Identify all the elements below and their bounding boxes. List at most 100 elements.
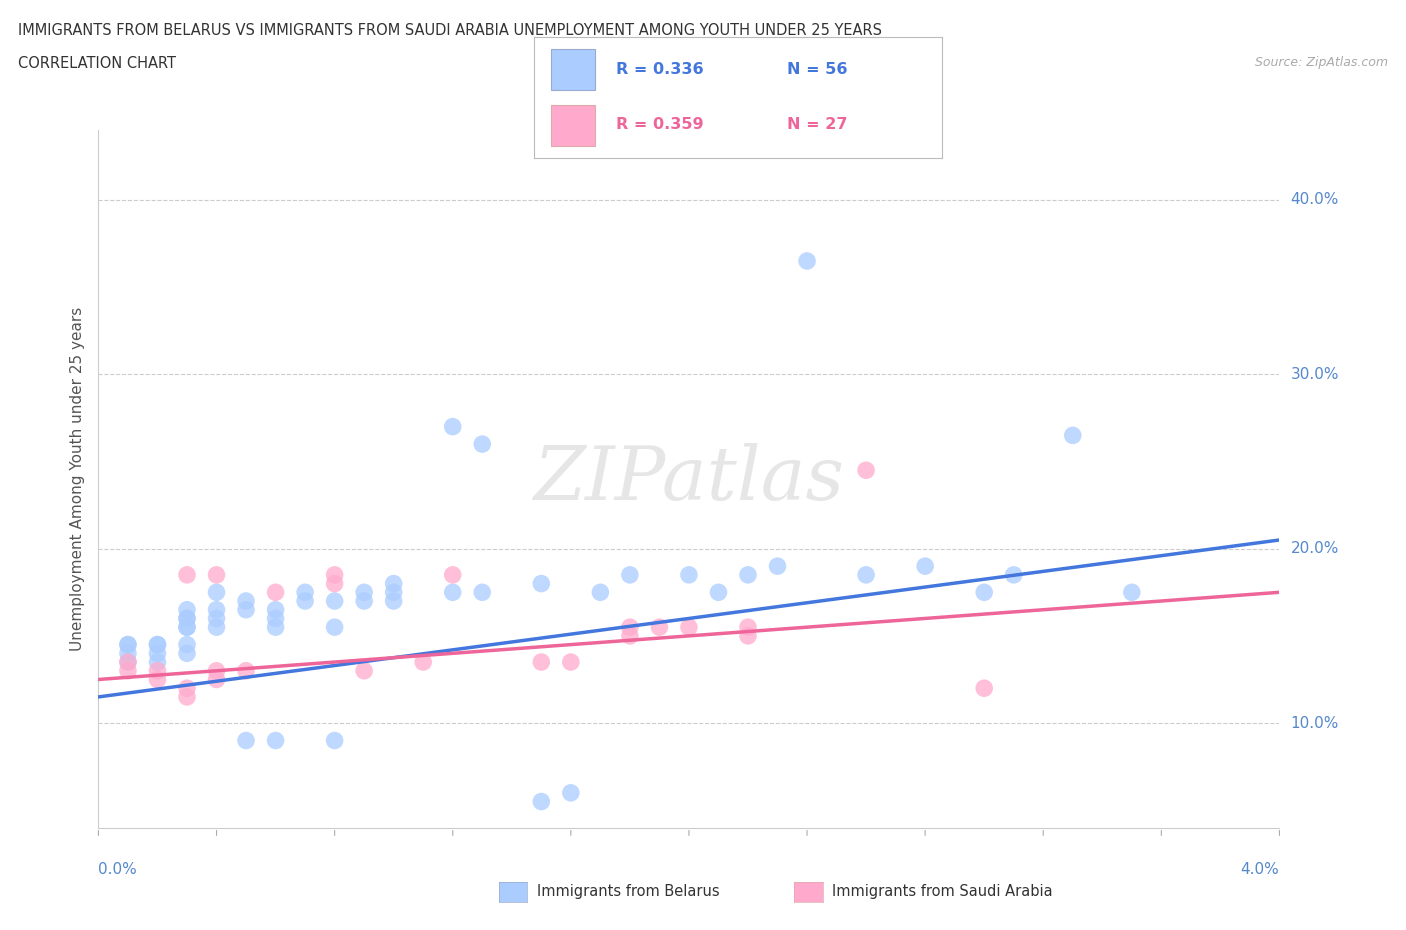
- Text: N = 56: N = 56: [787, 62, 848, 77]
- Point: [914, 559, 936, 574]
- Point: [117, 637, 139, 652]
- Point: [205, 619, 228, 634]
- Point: [323, 733, 346, 748]
- Point: [855, 567, 877, 582]
- Point: [323, 577, 346, 591]
- Point: [382, 577, 405, 591]
- Point: [176, 603, 198, 618]
- Text: 0.0%: 0.0%: [98, 862, 138, 877]
- Bar: [551, 49, 596, 90]
- Point: [205, 567, 228, 582]
- Point: [353, 593, 375, 608]
- Point: [973, 585, 995, 600]
- Point: [117, 645, 139, 660]
- Point: [146, 655, 169, 670]
- Point: [441, 585, 464, 600]
- Point: [205, 663, 228, 678]
- Point: [264, 611, 287, 626]
- Point: [678, 619, 700, 634]
- Point: [1121, 585, 1143, 600]
- Point: [117, 637, 139, 652]
- Point: [264, 733, 287, 748]
- Point: [117, 655, 139, 670]
- Point: [235, 733, 257, 748]
- Point: [855, 463, 877, 478]
- Text: Source: ZipAtlas.com: Source: ZipAtlas.com: [1254, 56, 1388, 69]
- Text: Immigrants from Belarus: Immigrants from Belarus: [537, 884, 720, 899]
- Point: [737, 567, 759, 582]
- Text: R = 0.359: R = 0.359: [616, 117, 703, 132]
- Point: [323, 593, 346, 608]
- Text: ZIPatlas: ZIPatlas: [533, 443, 845, 515]
- Point: [678, 567, 700, 582]
- Point: [973, 681, 995, 696]
- Point: [560, 785, 582, 800]
- Point: [619, 629, 641, 644]
- Point: [264, 619, 287, 634]
- Point: [176, 611, 198, 626]
- Point: [441, 567, 464, 582]
- Point: [382, 585, 405, 600]
- Point: [146, 637, 169, 652]
- Text: R = 0.336: R = 0.336: [616, 62, 703, 77]
- Bar: [551, 105, 596, 146]
- Point: [353, 585, 375, 600]
- Point: [323, 567, 346, 582]
- Point: [176, 689, 198, 704]
- Point: [796, 254, 818, 269]
- Point: [176, 645, 198, 660]
- Point: [589, 585, 612, 600]
- Point: [205, 611, 228, 626]
- Point: [146, 645, 169, 660]
- Point: [146, 672, 169, 687]
- Point: [117, 663, 139, 678]
- Point: [648, 619, 671, 634]
- Point: [441, 419, 464, 434]
- Point: [471, 585, 494, 600]
- Point: [737, 629, 759, 644]
- Text: 40.0%: 40.0%: [1291, 193, 1339, 207]
- Point: [1062, 428, 1084, 443]
- Point: [707, 585, 730, 600]
- Point: [264, 603, 287, 618]
- Point: [619, 567, 641, 582]
- Point: [235, 603, 257, 618]
- Text: 10.0%: 10.0%: [1291, 715, 1339, 731]
- Point: [176, 637, 198, 652]
- Point: [235, 663, 257, 678]
- Point: [176, 681, 198, 696]
- Point: [146, 637, 169, 652]
- Point: [294, 585, 316, 600]
- Point: [117, 655, 139, 670]
- Point: [205, 672, 228, 687]
- Point: [471, 437, 494, 452]
- Point: [146, 663, 169, 678]
- Text: N = 27: N = 27: [787, 117, 848, 132]
- Point: [382, 593, 405, 608]
- Y-axis label: Unemployment Among Youth under 25 years: Unemployment Among Youth under 25 years: [69, 307, 84, 651]
- Point: [560, 655, 582, 670]
- Text: 30.0%: 30.0%: [1291, 366, 1339, 382]
- Point: [530, 655, 553, 670]
- Point: [294, 593, 316, 608]
- Point: [176, 567, 198, 582]
- Point: [412, 655, 434, 670]
- Point: [235, 593, 257, 608]
- Point: [205, 603, 228, 618]
- Point: [530, 577, 553, 591]
- Point: [1002, 567, 1025, 582]
- Point: [353, 663, 375, 678]
- Point: [176, 611, 198, 626]
- Point: [176, 619, 198, 634]
- Text: CORRELATION CHART: CORRELATION CHART: [18, 56, 176, 71]
- Point: [619, 619, 641, 634]
- Point: [766, 559, 789, 574]
- Text: IMMIGRANTS FROM BELARUS VS IMMIGRANTS FROM SAUDI ARABIA UNEMPLOYMENT AMONG YOUTH: IMMIGRANTS FROM BELARUS VS IMMIGRANTS FR…: [18, 23, 883, 38]
- Point: [737, 619, 759, 634]
- Point: [530, 794, 553, 809]
- Text: Immigrants from Saudi Arabia: Immigrants from Saudi Arabia: [832, 884, 1053, 899]
- Text: 4.0%: 4.0%: [1240, 862, 1279, 877]
- Point: [264, 585, 287, 600]
- Point: [176, 619, 198, 634]
- Point: [323, 619, 346, 634]
